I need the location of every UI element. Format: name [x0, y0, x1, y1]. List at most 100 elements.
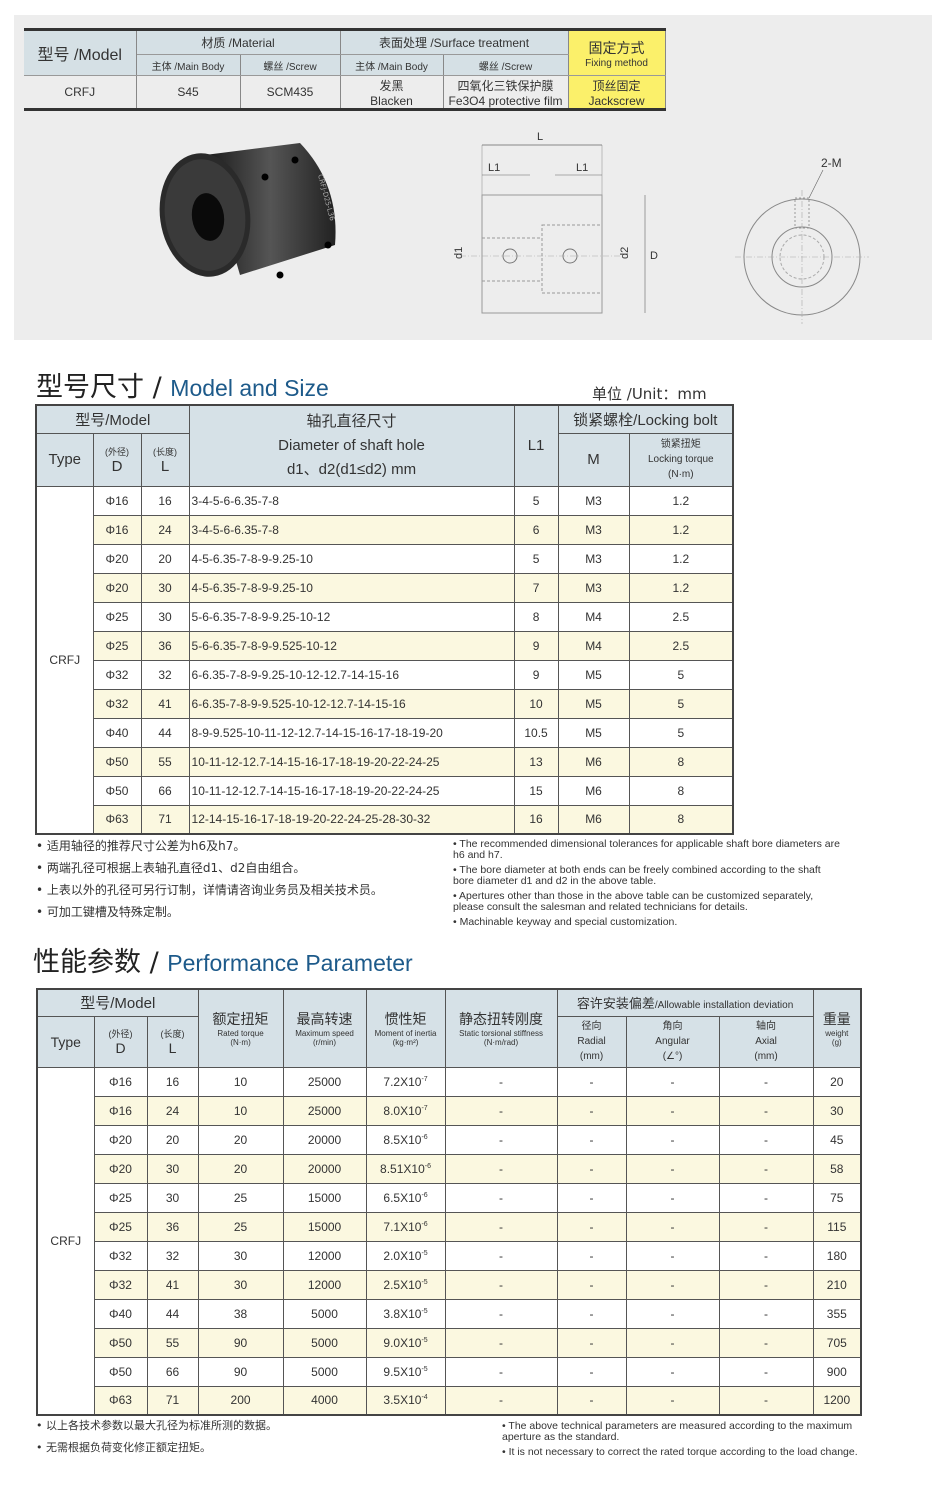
d-cell: Φ50 — [93, 1327, 148, 1358]
angular-cell: - — [625, 1269, 720, 1300]
inertia-mantissa: 2.0X10 — [383, 1248, 422, 1263]
l1-cell: 8 — [513, 601, 559, 632]
rated-torque-cell: 200 — [197, 1385, 284, 1416]
note: 上表以外的孔径可另行订制，详情请咨询业务员及相关技术员。 — [36, 879, 383, 901]
d-cell: Φ20 — [93, 1124, 148, 1155]
inertia-cell: 8.51X10-6 — [365, 1153, 446, 1184]
note: Apertures other than those in the above … — [453, 891, 843, 913]
shaft-diameters-cell: 5-6-6.35-7-8-9-9.25-10-12 — [188, 601, 515, 632]
l-cell: 66 — [140, 775, 190, 806]
l1-cell: 6 — [513, 514, 559, 545]
table-row: Φ50 66 90 5000 9.5X10-5- - - -900 — [37, 1356, 862, 1387]
inertia-exponent: -4 — [421, 1394, 428, 1402]
note: 无需根据负荷变化修正额定扭矩。 — [36, 1437, 277, 1459]
table-row: Φ20 20 4-5-6.35-7-8-9-9.25-10 5 M3 1.2 — [36, 543, 734, 574]
rated-torque-cell: 38 — [197, 1298, 284, 1329]
locking-torque-cell: 8 — [628, 804, 734, 835]
inertia-cell: 8.5X10-6 — [365, 1124, 446, 1155]
l-cell: 36 — [140, 630, 190, 661]
model-value: CRFJ — [24, 75, 137, 110]
l1-cell: 5 — [513, 543, 559, 574]
d-header: (外径) D — [93, 1015, 148, 1068]
l1-cell: 7 — [513, 572, 559, 603]
max-speed-cell: 20000 — [282, 1124, 367, 1155]
axial-cell: - — [718, 1327, 814, 1358]
table-row: Φ20 20 20 20000 8.5X10-6- - - -45 — [37, 1124, 862, 1155]
radial-cell: - — [556, 1327, 627, 1358]
surface-screw-value: 四氧化三铁保护膜 Fe3O4 protective film — [443, 75, 569, 110]
weight-cell: 75 — [812, 1182, 862, 1213]
note: 两端孔径可根据上表轴孔直径d1、d2自由组合。 — [36, 857, 383, 879]
surface-body-value: 发黑 Blacken — [340, 75, 444, 110]
l-cell: 55 — [140, 746, 190, 777]
stiffness-cell: - — [444, 1327, 558, 1358]
locking-torque-cell: 5 — [628, 717, 734, 748]
d-cell: Φ32 — [92, 659, 142, 690]
rated-torque-cell: 20 — [197, 1124, 284, 1155]
screw-header: 螺丝 /Screw — [443, 54, 569, 76]
size-notes-cn: 适用轴径的推荐尺寸公差为h6及h7。 两端孔径可根据上表轴孔直径d1、d2自由组… — [36, 835, 383, 923]
l-cell: 30 — [140, 572, 190, 603]
locking-torque-cell: 2.5 — [628, 601, 734, 632]
l1-cell: 5 — [513, 485, 559, 516]
inertia-mantissa: 2.5X10 — [383, 1277, 422, 1292]
table-row: CRFJ Φ16 16 3-4-5-6-6.35-7-8 5 M3 1.2 — [35, 485, 734, 835]
note: It is not necessary to correct the rated… — [502, 1447, 892, 1458]
shaft-diameters-cell: 5-6-6.35-7-8-9-9.525-10-12 — [188, 630, 515, 661]
max-speed-cell: 20000 — [282, 1153, 367, 1184]
table-row: CRFJ Φ16 16 10 25000 7.2X10-7- - - -20 — [36, 1066, 862, 1416]
inertia-cell: 6.5X10-6 — [365, 1182, 446, 1213]
performance-notes-cn: 以上各技术参数以最大孔径为标准所测的数据。 无需根据负荷变化修正额定扭矩。 — [36, 1415, 277, 1459]
axial-cell: - — [718, 1240, 814, 1271]
rated-torque-cell: 25 — [197, 1182, 284, 1213]
performance-table: 型号/Model 额定扭矩 Rated torque (N·m) 最高转速 Maxim… — [36, 988, 863, 1416]
inertia-mantissa: 3.8X10 — [383, 1306, 422, 1321]
l-cell: 16 — [140, 485, 190, 516]
l1-cell: 9 — [513, 630, 559, 661]
shaft-diameters-cell: 10-11-12-12.7-14-15-16-17-18-19-20-22-24… — [188, 746, 515, 777]
m-cell: M3 — [557, 543, 630, 574]
model-size-table: 型号/Model 轴孔直径尺寸 Diameter of shaft hole d1、… — [35, 404, 735, 835]
radial-cell: - — [556, 1124, 627, 1155]
d-cell: Φ20 — [92, 543, 142, 574]
d-cell: Φ32 — [92, 688, 142, 719]
inertia-mantissa: 6.5X10 — [383, 1190, 422, 1205]
l1-cell: 9 — [513, 659, 559, 690]
end-view-drawing: 2-M — [735, 156, 869, 324]
l1-cell: 13 — [513, 746, 559, 777]
table-row: Φ32 32 6-6.35-7-8-9-9.25-10-12-12.7-14-15-… — [36, 659, 734, 690]
d-cell: Φ63 — [92, 804, 142, 835]
table-row: Φ25 30 25 15000 6.5X10-6- - - -75 — [37, 1182, 862, 1213]
locking-torque-cell: 5 — [628, 659, 734, 690]
angular-cell: - — [625, 1182, 720, 1213]
l-cell: 20 — [140, 543, 190, 574]
m-cell: M3 — [557, 572, 630, 603]
material-header: 材质 /Material — [136, 29, 341, 55]
l-cell: 55 — [146, 1327, 199, 1358]
weight-cell: 355 — [812, 1298, 862, 1329]
inertia-header: 惯性矩 Moment of inertia (kg·m²) — [365, 988, 446, 1068]
d-cell: Φ20 — [92, 572, 142, 603]
l1-cell: 16 — [513, 804, 559, 835]
note: The recommended dimensional tolerances f… — [453, 839, 843, 861]
note: 以上各技术参数以最大孔径为标准所测的数据。 — [36, 1415, 277, 1437]
stiffness-cell: - — [444, 1211, 558, 1242]
weight-cell: 45 — [812, 1124, 862, 1155]
d-cell: Φ32 — [93, 1240, 148, 1271]
weight-cell: 1200 — [812, 1385, 862, 1416]
label-2-M: 2-M — [821, 156, 842, 170]
note: Machinable keyway and special customizat… — [453, 917, 843, 928]
l-cell: 66 — [146, 1356, 199, 1387]
table-row: Φ40 44 38 5000 3.8X10-5- - - -355 — [37, 1298, 862, 1329]
axial-cell: - — [718, 1124, 814, 1155]
angular-cell: - — [625, 1095, 720, 1126]
stiffness-cell: - — [444, 1240, 558, 1271]
label-L1-left: L1 — [488, 162, 500, 174]
fixing-value: 顶丝固定 Jackscrew — [568, 75, 666, 110]
label-d1: d1 — [453, 247, 465, 259]
max-speed-cell: 12000 — [282, 1240, 367, 1271]
max-speed-cell: 25000 — [282, 1066, 367, 1097]
rated-torque-cell: 30 — [197, 1269, 284, 1300]
inertia-exponent: -6 — [424, 1162, 431, 1170]
note: The bore diameter at both ends can be fr… — [453, 865, 843, 887]
